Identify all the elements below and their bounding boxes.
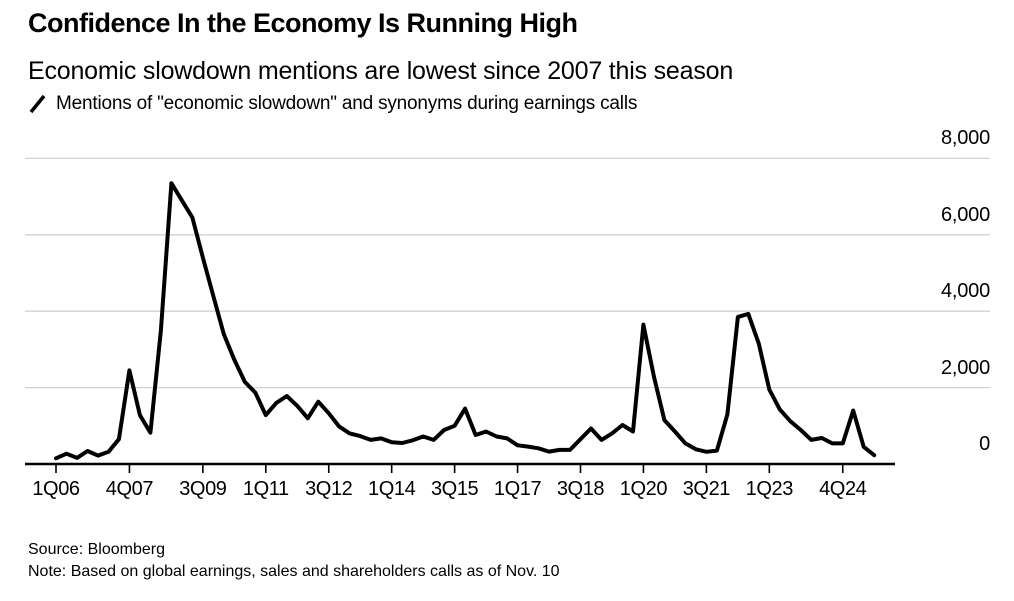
data-line-series [54,181,877,461]
x-axis-tick-label: 3Q21 [682,478,731,500]
legend: Mentions of "economic slowdown" and syno… [28,92,637,116]
x-axis-tick-label: 3Q18 [556,478,605,500]
y-axis-tick-label: 2,000 [940,356,990,379]
y-axis-tick-label: 6,000 [940,203,990,226]
y-axis-tick-label: 4,000 [940,280,990,303]
x-axis-tick-label: 4Q24 [819,478,867,500]
x-axis-tick-label: 3Q09 [179,478,227,500]
x-axis-tick-label: 1Q11 [242,478,289,500]
source-text: Source: Bloomberg [28,541,165,558]
x-axis-tick-label: 1Q06 [32,478,80,500]
x-axis-tick-label: 3Q12 [305,478,353,500]
line-series-icon [29,94,46,114]
y-axis-tick-label: 8,000 [940,127,990,150]
x-axis-tick-label: 1Q23 [745,478,794,500]
x-axis-tick-label: 1Q17 [493,478,542,500]
page-title: Confidence In the Economy Is Running Hig… [28,8,578,38]
note-text: Note: Based on global earnings, sales an… [28,563,560,580]
legend-label: Mentions of "economic slowdown" and syno… [56,93,638,114]
x-axis-tick-label: 3Q15 [430,478,479,500]
page-subtitle: Economic slowdown mentions are lowest si… [28,57,734,85]
x-axis-tick-label: 1Q20 [619,478,668,500]
footer: Source: Bloomberg Note: Based on global … [28,539,560,583]
y-axis-tick-label: 0 [979,433,990,455]
x-axis-tick-label: 4Q07 [105,478,154,500]
x-axis-tick-label: 1Q14 [368,478,416,500]
